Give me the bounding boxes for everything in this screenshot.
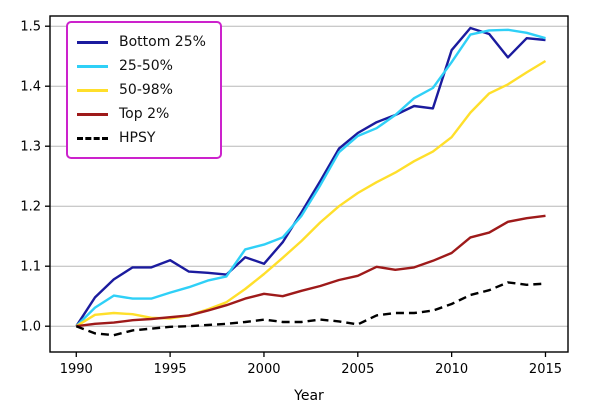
legend-item-label: 50-98%	[119, 82, 173, 98]
legend-item: Bottom 25%	[77, 30, 206, 54]
series-line-bottom-25-	[75, 26, 546, 327]
x-tick-label: 2000	[247, 362, 280, 377]
legend-line-swatch	[77, 40, 108, 44]
y-tick-label: 1.2	[20, 200, 41, 215]
legend-item-label: 25-50%	[119, 58, 173, 74]
y-tick-label: 1.1	[20, 260, 41, 275]
series-line-hpsy	[75, 281, 546, 337]
x-axis-label: Year	[293, 388, 324, 404]
legend-item: 50-98%	[77, 78, 206, 102]
legend-item: 25-50%	[77, 54, 206, 78]
series-line-25-50-	[75, 28, 546, 328]
x-tick-label: 1990	[60, 362, 93, 377]
legend-item-label: Top 2%	[119, 106, 170, 122]
series-lines	[75, 26, 547, 337]
series-line-top-2-	[76, 214, 546, 328]
legend-item: Top 2%	[77, 102, 206, 126]
x-tick-labels: 1990 1995 2000 2005 2010 2015	[60, 362, 562, 377]
legend-line-swatch	[77, 112, 108, 116]
y-tick-label: 1.0	[20, 320, 41, 335]
legend-line-swatch	[77, 88, 108, 92]
x-tick-label: 2010	[435, 362, 468, 377]
legend-item: HPSY	[77, 126, 206, 150]
y-ticks	[45, 25, 50, 327]
legend-item-label: HPSY	[119, 130, 156, 146]
legend-line-swatch	[77, 136, 108, 140]
y-tick-label: 1.4	[20, 80, 41, 95]
legend: Bottom 25% 25-50% 50-98% Top 2% HPSY	[66, 21, 222, 159]
legend-item-label: Bottom 25%	[119, 34, 206, 50]
y-tick-labels: 1.0 1.1 1.2 1.3 1.4 1.5	[20, 20, 41, 335]
legend-line-swatch	[77, 64, 108, 68]
x-tick-label: 2005	[341, 362, 374, 377]
x-ticks	[75, 352, 547, 357]
y-tick-label: 1.3	[20, 140, 41, 155]
x-tick-label: 2015	[529, 362, 562, 377]
plot-border	[49, 15, 569, 353]
x-tick-label: 1995	[154, 362, 187, 377]
y-tick-label: 1.5	[20, 20, 41, 35]
